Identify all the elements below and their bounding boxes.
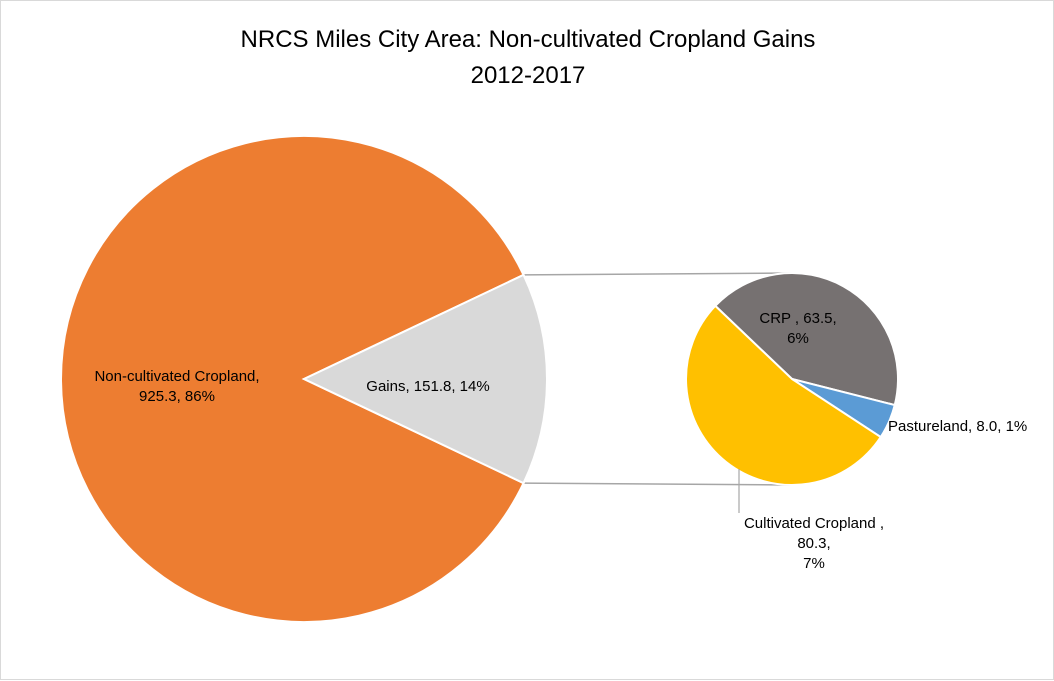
data-label-gains-line-1: Gains, 151.8, 14% [366,378,489,395]
slice-non-cultivated-cropland [60,135,525,623]
data-label-cultivated-cropland-line-3: 7% [803,555,825,572]
slice-crp [713,271,899,407]
data-labels: Non-cultivated Cropland, 925.3, 86% Gains,… [94,310,1027,572]
data-label-non-cultivated-cropland: Non-cultivated Cropland, 925.3, 86% [94,368,259,405]
slice-gains [301,273,548,485]
data-label-pastureland-line-1: Pastureland, 8.0, 1% [888,418,1027,435]
connector-line-bottom [523,482,793,486]
main-pie [60,135,548,623]
data-label-pastureland: Pastureland, 8.0, 1% [888,418,1027,435]
data-label-crp-line-1: CRP , 63.5, [759,310,836,327]
data-label-cultivated-cropland-line-1: Cultivated Cropland , [744,515,884,532]
data-label-crp-line-2: 6% [787,330,809,347]
data-label-non-cultivated-cropland-line-2: 925.3, 86% [139,388,215,405]
data-label-cultivated-cropland: Cultivated Cropland , 80.3, 7% [744,515,884,572]
connector-line-top [523,272,793,276]
data-label-cultivated-cropland-line-2: 80.3, [797,535,830,552]
chart-title-line-1: NRCS Miles City Area: Non-cultivated Cro… [241,26,816,53]
data-label-gains: Gains, 151.8, 14% [366,378,489,395]
connector-lines [523,272,793,486]
chart-title-line-2: 2012-2017 [471,62,586,89]
data-label-crp: CRP , 63.5, 6% [759,310,836,347]
data-label-non-cultivated-cropland-line-1: Non-cultivated Cropland, [94,368,259,385]
secondary-pie [685,271,899,486]
slice-cultivated-cropland [685,304,883,486]
